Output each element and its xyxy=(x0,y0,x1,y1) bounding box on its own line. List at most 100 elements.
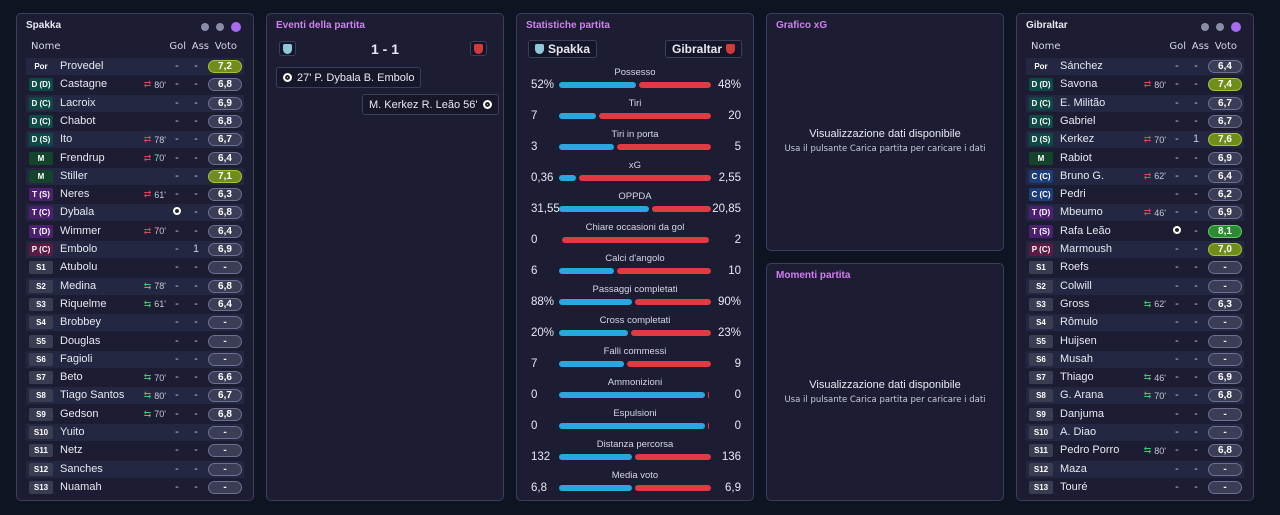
events-panel-title: Eventi della partita xyxy=(276,20,365,31)
panel-view-switcher[interactable] xyxy=(201,22,241,32)
player-row[interactable]: D (D) Castagne ⇄ 80' - -6,8 xyxy=(26,76,244,93)
player-row[interactable]: D (S) Kerkez ⇄ 70' -1 7,6 xyxy=(1026,131,1244,149)
player-row[interactable]: S1 Atubolu - - - xyxy=(26,259,244,276)
player-row[interactable]: S13 Nuamah - - - xyxy=(26,479,244,496)
player-row[interactable]: S3 Riquelme ⇆ 61' - -6,4 xyxy=(26,296,244,313)
player-rating: 7,4 xyxy=(1208,78,1242,92)
player-rating: 6,8 xyxy=(1208,444,1242,458)
player-rating: - xyxy=(208,426,242,439)
player-row[interactable]: M Stiller - -7,1 xyxy=(26,167,244,185)
stat-home-value: 0 xyxy=(531,234,538,246)
player-row[interactable]: C (C) Pedri - -6,2 xyxy=(1026,186,1244,203)
player-row[interactable]: T (S) Neres ⇄ 61' - -6,3 xyxy=(26,186,244,203)
event-goal-away[interactable]: M. Kerkez R. Leão 56' xyxy=(362,94,499,115)
view-dot-active[interactable] xyxy=(231,22,241,32)
player-row[interactable]: S12 Sanches - - - xyxy=(26,460,244,478)
view-dot[interactable] xyxy=(1216,23,1224,31)
view-dot[interactable] xyxy=(216,23,224,31)
player-row[interactable]: S9 Gedson ⇆ 70' - -6,8 xyxy=(26,406,244,423)
view-dot[interactable] xyxy=(201,23,209,31)
stat-home-bar xyxy=(559,423,705,429)
player-row[interactable]: S9 Danjuma - - - xyxy=(1026,406,1244,423)
player-row[interactable]: S11 Netz - - - xyxy=(26,442,244,459)
player-row[interactable]: S6 Fagioli - - - xyxy=(26,350,244,368)
player-name: Frendrup xyxy=(60,151,105,164)
sub-in-arrow-icon: ⇆ xyxy=(1143,298,1152,309)
substitution-minute: 70' xyxy=(154,372,166,383)
player-name: Gross xyxy=(1060,297,1090,310)
sub-out-arrow-icon: ⇄ xyxy=(1143,79,1152,90)
player-row[interactable]: T (C) Dybala -6,8 xyxy=(26,204,244,222)
player-goals: - xyxy=(175,426,179,438)
player-row[interactable]: S8 G. Arana ⇆ 70' - -6,8 xyxy=(1026,387,1244,405)
player-row[interactable]: T (D) Wimmer ⇄ 70' - -6,4 xyxy=(26,223,244,240)
player-row[interactable]: M Rabiot - -6,9 xyxy=(1026,150,1244,167)
player-row[interactable]: S10 Yuito - - - xyxy=(26,424,244,441)
player-row[interactable]: S2 Medina ⇆ 78' - -6,8 xyxy=(26,277,244,295)
player-row[interactable]: D (C) Chabot - -6,8 xyxy=(26,113,244,130)
player-assists: - xyxy=(1194,426,1198,438)
player-row[interactable]: S4 Rômulo - - - xyxy=(1026,314,1244,332)
view-dot-active[interactable] xyxy=(1231,22,1241,32)
player-name: Atubolu xyxy=(60,261,98,274)
player-row[interactable]: T (S) Rafa Leão -8,1 xyxy=(1026,223,1244,240)
player-row[interactable]: S1 Roefs - - - xyxy=(1026,259,1244,276)
player-row[interactable]: S11 Pedro Porro ⇆ 80' - -6,8 xyxy=(1026,442,1244,459)
substitution-minute: 46' xyxy=(1154,207,1166,218)
player-row[interactable]: D (C) E. Militão - -6,7 xyxy=(1026,94,1244,112)
player-rating: 6,4 xyxy=(208,151,242,165)
player-row[interactable]: D (C) Gabriel - -6,7 xyxy=(1026,113,1244,130)
player-row[interactable]: D (C) Lacroix - -6,9 xyxy=(26,94,244,112)
player-row[interactable]: S7 Thiago ⇆ 46' - -6,9 xyxy=(1026,369,1244,386)
player-row[interactable]: D (D) Savona ⇄ 80' - -7,4 xyxy=(1026,76,1244,93)
player-row[interactable]: S7 Beto ⇆ 70' - -6,6 xyxy=(26,369,244,386)
player-assists: - xyxy=(1194,352,1198,365)
player-row[interactable]: D (S) Ito ⇄ 78' - -6,7 xyxy=(26,131,244,149)
player-name: E. Militão xyxy=(1060,96,1106,109)
player-goals: - xyxy=(175,169,179,182)
player-row[interactable]: S3 Gross ⇆ 62' - -6,3 xyxy=(1026,296,1244,313)
player-goals: - xyxy=(1175,60,1179,72)
position-badge: D (C) xyxy=(1029,114,1053,128)
player-row[interactable]: S5 Douglas - - - xyxy=(26,333,244,350)
player-name: Neres xyxy=(60,188,90,201)
player-rating: 6,8 xyxy=(208,279,242,293)
player-row[interactable]: S8 Tiago Santos ⇆ 80' - -6,7 xyxy=(26,387,244,405)
player-row[interactable]: Por Sánchez - -6,4 xyxy=(1026,58,1244,75)
player-goals: - xyxy=(1175,334,1179,347)
player-assists: - xyxy=(194,426,198,438)
player-row[interactable]: S10 A. Diao - - - xyxy=(1026,424,1244,441)
player-name: Pedro Porro xyxy=(1060,444,1120,457)
sub-out-arrow-icon: ⇄ xyxy=(143,189,152,200)
player-row[interactable]: C (C) Bruno G. ⇄ 62' - -6,4 xyxy=(1026,167,1244,185)
player-row[interactable]: S6 Musah - - - xyxy=(1026,350,1244,368)
view-dot[interactable] xyxy=(1201,23,1209,31)
stat-away-value: 48% xyxy=(717,79,741,91)
player-row[interactable]: S2 Colwill - - - xyxy=(1026,277,1244,295)
position-badge: S8 xyxy=(29,389,53,403)
player-rating: 6,9 xyxy=(208,243,242,256)
player-rating: 6,7 xyxy=(208,133,242,147)
player-name: Bruno G. xyxy=(1060,169,1105,182)
stat-away-value: 23% xyxy=(717,327,741,339)
event-goal-home[interactable]: 27' P. Dybala B. Embolo xyxy=(276,67,422,88)
player-row[interactable]: S5 Huijsen - - - xyxy=(1026,333,1244,350)
player-row[interactable]: P (C) Marmoush - -7,0 xyxy=(1026,241,1244,258)
stat-home-value: 3 xyxy=(531,141,538,153)
player-row[interactable]: S4 Brobbey - - - xyxy=(26,314,244,332)
substitution-minute: 70' xyxy=(1154,390,1166,401)
stat-home-value: 0 xyxy=(531,420,538,432)
player-row[interactable]: P (C) Embolo - 1 6,9 xyxy=(26,241,244,258)
player-rating: 6,9 xyxy=(1208,371,1242,385)
stat-away-value: 5 xyxy=(734,141,741,153)
panel-view-switcher[interactable] xyxy=(1201,22,1241,32)
player-row[interactable]: S12 Maza - - - xyxy=(1026,460,1244,478)
player-assists: - xyxy=(194,407,198,420)
player-goals: - xyxy=(175,352,179,365)
player-row[interactable]: M Frendrup ⇄ 70' - -6,4 xyxy=(26,150,244,167)
stat-away-bar xyxy=(635,454,711,460)
player-row[interactable]: S13 Touré - - - xyxy=(1026,479,1244,496)
player-row[interactable]: Por Provedel - -7,2 xyxy=(26,58,244,75)
player-name: Riquelme xyxy=(60,297,107,310)
player-row[interactable]: T (D) Mbeumo ⇄ 46' - -6,9 xyxy=(1026,204,1244,222)
